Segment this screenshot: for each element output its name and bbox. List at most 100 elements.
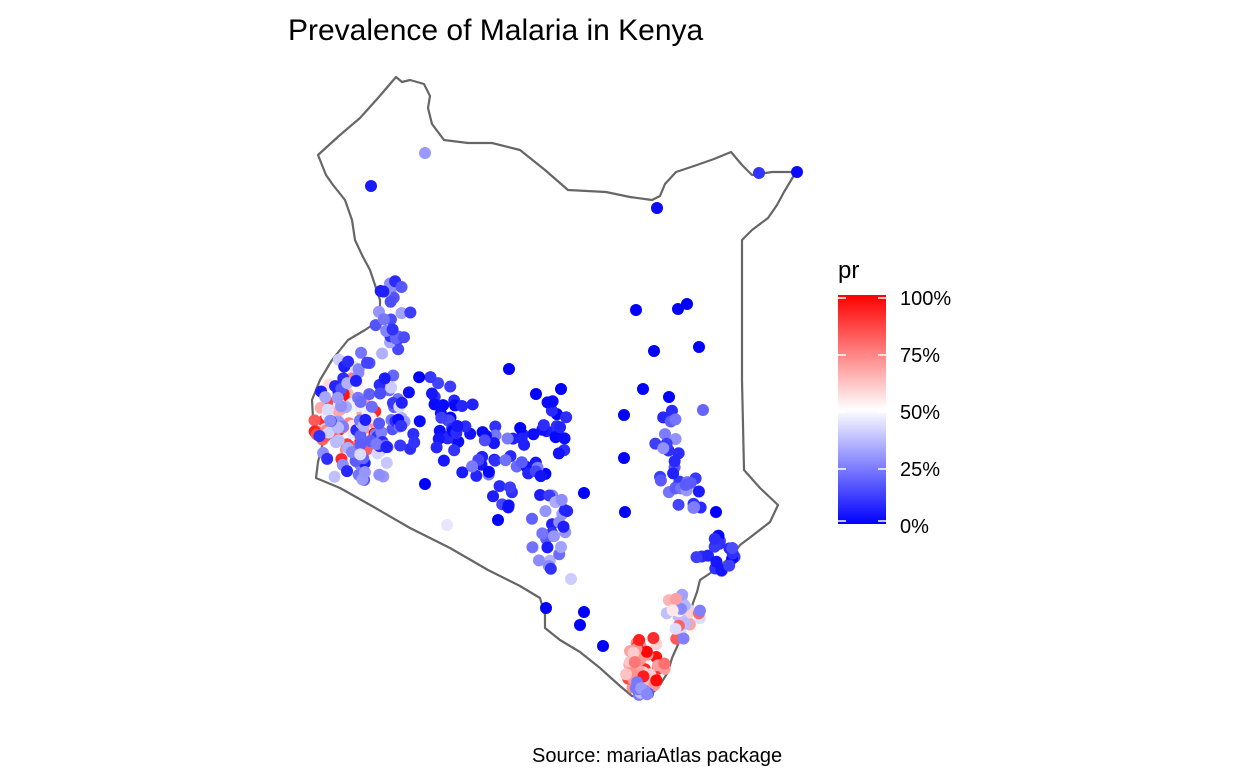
survey-point (681, 298, 693, 310)
legend-label-75: 75% (900, 345, 940, 367)
survey-point (647, 631, 660, 644)
survey-point (669, 413, 682, 426)
survey-point (618, 452, 630, 464)
survey-point (502, 501, 515, 514)
survey-point (541, 396, 554, 409)
survey-point (663, 391, 675, 403)
survey-point (697, 404, 709, 416)
survey-point (618, 409, 630, 421)
survey-point (574, 619, 586, 631)
survey-point (641, 688, 654, 701)
survey-point (456, 466, 469, 479)
survey-point (324, 414, 337, 427)
survey-point (355, 346, 368, 359)
legend-label-0: 0% (900, 516, 929, 538)
survey-point (753, 167, 765, 179)
survey-point (377, 285, 390, 298)
survey-point (501, 432, 514, 445)
survey-point (539, 505, 552, 518)
survey-point (328, 470, 341, 483)
survey-point (342, 355, 355, 368)
survey-point (376, 347, 389, 360)
survey-point (426, 387, 439, 400)
survey-point (487, 490, 500, 503)
survey-point (648, 345, 660, 357)
survey-point (540, 602, 552, 614)
survey-point (319, 391, 332, 404)
survey-point (444, 380, 457, 393)
survey-point (392, 343, 405, 356)
survey-point (687, 501, 700, 514)
survey-point (578, 487, 590, 499)
survey-point (430, 441, 443, 454)
legend-label-25: 25% (900, 459, 940, 481)
survey-point (658, 428, 671, 441)
survey-point (358, 466, 371, 479)
survey-point (489, 420, 502, 433)
survey-point (331, 391, 344, 404)
survey-point (669, 433, 682, 446)
survey-point (395, 281, 408, 294)
survey-point (354, 395, 367, 408)
survey-point (708, 532, 721, 545)
survey-point (466, 398, 479, 411)
survey-point (679, 478, 692, 491)
survey-point (668, 455, 681, 468)
survey-point (672, 498, 685, 511)
survey-point (408, 436, 421, 449)
survey-point (628, 656, 641, 669)
survey-point (650, 674, 663, 687)
survey-point (487, 437, 500, 450)
survey-point (413, 415, 426, 428)
map-caption: Source: mariaAtlas package (532, 745, 782, 767)
survey-point (692, 485, 705, 498)
legend-label-50: 50% (900, 402, 940, 424)
survey-point (354, 448, 367, 461)
survey-point (620, 668, 633, 681)
survey-point (555, 493, 568, 506)
survey-point (370, 437, 383, 450)
survey-point (504, 481, 517, 494)
survey-point (377, 313, 390, 326)
legend-ticks (838, 297, 886, 522)
survey-point (555, 383, 567, 395)
survey-point (375, 426, 388, 439)
survey-point (354, 438, 367, 451)
survey-point (308, 414, 321, 427)
survey-point (560, 411, 573, 424)
survey-point (667, 467, 680, 480)
survey-point (630, 304, 642, 316)
survey-point (321, 403, 334, 416)
survey-point (470, 469, 483, 482)
survey-point (395, 307, 408, 320)
survey-point (373, 468, 386, 481)
survey-point (791, 166, 803, 178)
survey-point (654, 474, 667, 487)
survey-point (489, 454, 502, 467)
legend-title: pr (838, 257, 859, 284)
survey-point (466, 460, 479, 473)
survey-point (395, 396, 408, 409)
survey-point (451, 419, 464, 432)
survey-point (404, 306, 417, 319)
survey-point (365, 400, 378, 413)
survey-point (565, 573, 577, 585)
survey-point (349, 374, 362, 387)
survey-point (677, 632, 690, 645)
survey-point (437, 399, 450, 412)
survey-point (386, 323, 399, 336)
survey-point (313, 430, 326, 443)
survey-point (380, 441, 393, 454)
survey-point (341, 465, 354, 478)
survey-point (363, 388, 376, 401)
survey-point (527, 428, 540, 441)
legend: pr 100% 75% 50% 25% 0% (838, 257, 951, 538)
survey-point (515, 456, 528, 469)
survey-point (482, 465, 495, 478)
survey-point (526, 541, 539, 554)
survey-point (352, 363, 365, 376)
survey-point (651, 202, 663, 214)
survey-point (657, 442, 670, 455)
survey-point (666, 604, 679, 617)
survey-point (536, 527, 549, 540)
